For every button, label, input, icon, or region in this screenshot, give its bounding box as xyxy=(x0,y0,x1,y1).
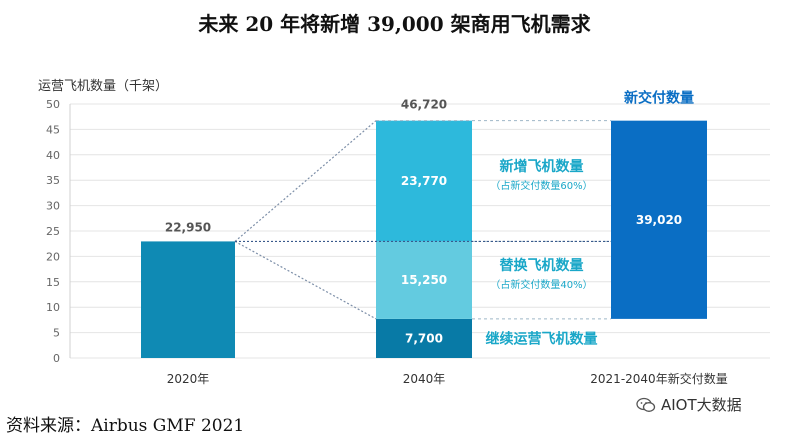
x-category-label: 2021-2040年新交付数量 xyxy=(590,371,727,386)
y-tick-label: 30 xyxy=(46,200,60,213)
bar-new-deliveries-label: 39,020 xyxy=(636,213,682,227)
annotation-new-note: （占新交付数量60%） xyxy=(490,179,592,192)
y-tick-label: 40 xyxy=(46,149,60,162)
x-category-label: 2020年 xyxy=(167,372,210,386)
annotation-new: 新增飞机数量 xyxy=(500,158,584,175)
y-tick-label: 50 xyxy=(46,98,60,111)
bar-2040-segment-2 xyxy=(376,120,472,242)
y-axis-label: 运营飞机数量（千架） xyxy=(38,79,168,94)
x-category-label: 2040年 xyxy=(403,372,446,386)
bar-2040-total-label: 46,720 xyxy=(401,98,447,112)
watermark-text: AIOT大数据 xyxy=(661,396,742,414)
y-tick-label: 35 xyxy=(46,174,60,187)
connector-top xyxy=(234,120,377,242)
y-tick-label: 45 xyxy=(46,123,60,136)
y-tick-label: 10 xyxy=(46,301,60,314)
y-tick-label: 0 xyxy=(53,352,60,365)
y-tick-label: 20 xyxy=(46,250,60,263)
bar-new-deliveries xyxy=(611,120,707,319)
bar-2040-segment-0 xyxy=(376,318,472,358)
watermark: AIOT大数据 xyxy=(636,394,742,415)
bar-2040-segment-label-1: 15,250 xyxy=(401,273,447,287)
annotation-continue: 继续运营飞机数量 xyxy=(486,330,598,347)
connector-bottom xyxy=(234,240,377,320)
bar-new-deliveries-name: 新交付数量 xyxy=(624,90,694,107)
source-note: 资料来源：Airbus GMF 2021 xyxy=(6,416,245,436)
bar-2040-segment-label-2: 23,770 xyxy=(401,174,447,188)
bar-2020 xyxy=(141,241,235,358)
bar-2040-segment-label-0: 7,700 xyxy=(405,331,443,345)
bar-2020-label: 22,950 xyxy=(165,220,211,234)
chart-title: 未来 20 年将新增 39,000 架商用飞机需求 xyxy=(198,12,591,36)
y-tick-label: 5 xyxy=(53,327,60,340)
plot-area: 22,950 7,700 15,250 23,770 46,720 39,020 新交付数量… xyxy=(141,90,728,386)
y-tick-label: 25 xyxy=(46,225,60,238)
y-tick-label: 15 xyxy=(46,276,60,289)
wechat-icon xyxy=(636,397,656,412)
annotation-replacement-note: （占新交付数量40%） xyxy=(490,278,592,291)
annotation-replacement: 替换飞机数量 xyxy=(500,257,584,274)
bar-2040-segment-1 xyxy=(376,241,472,319)
